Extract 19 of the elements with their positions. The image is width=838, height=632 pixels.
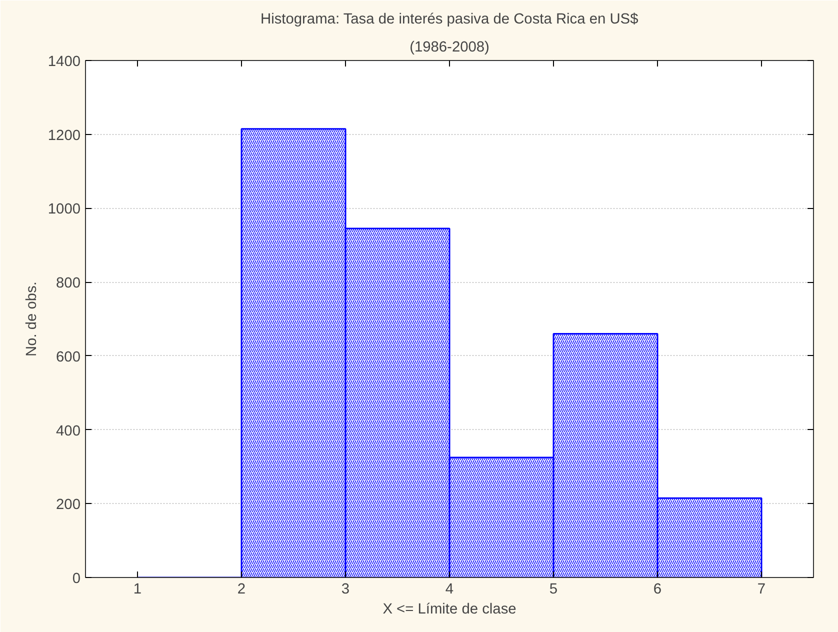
x-tick-label: 2 <box>237 582 246 598</box>
y-tick-label: 0 <box>72 571 81 587</box>
x-tick-label: 6 <box>653 582 662 598</box>
x-tick-label: 4 <box>445 582 454 598</box>
y-tick-label: 1200 <box>48 128 81 144</box>
y-tick-label: 600 <box>56 349 81 366</box>
chart-title: Histograma: Tasa de interés pasiva de Costa Rica en US$ <box>260 12 638 28</box>
chart-subtitle: (1986-2008) <box>410 40 490 56</box>
x-tick-label: 5 <box>549 582 558 598</box>
x-tick-label: 7 <box>757 582 766 598</box>
y-axis-title: No. de obs. <box>24 282 40 356</box>
x-axis-title: X <= Límite de clase <box>382 602 516 618</box>
y-tick-label: 400 <box>56 423 81 440</box>
y-tick-label: 1400 <box>48 54 81 70</box>
y-tick-label: 1000 <box>48 202 81 218</box>
y-tick-label: 200 <box>56 497 81 514</box>
x-tick-label: 1 <box>133 582 142 598</box>
y-tick-label: 800 <box>56 276 81 292</box>
x-tick-label: 3 <box>341 582 350 598</box>
